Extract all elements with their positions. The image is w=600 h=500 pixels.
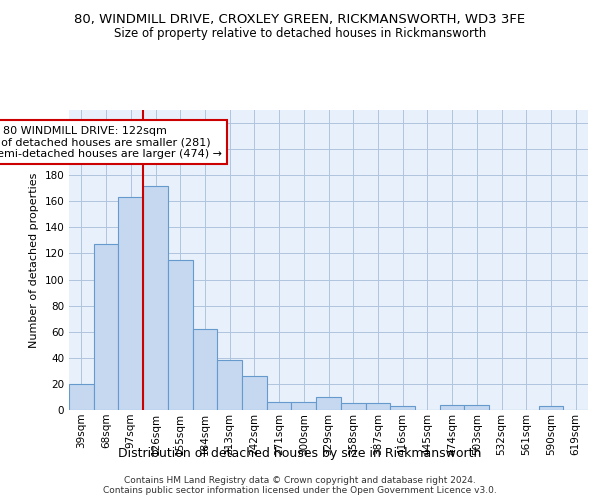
Bar (242, 376, 267, 410)
Bar (440, 405, 464, 410)
Y-axis label: Number of detached properties: Number of detached properties (29, 172, 39, 348)
Text: 80 WINDMILL DRIVE: 122sqm
← 37% of detached houses are smaller (281)
63% of semi: 80 WINDMILL DRIVE: 122sqm ← 37% of detac… (0, 126, 221, 159)
Bar (316, 397, 341, 410)
Bar (143, 186, 168, 410)
Bar (365, 404, 390, 410)
Bar (341, 404, 365, 410)
Text: Size of property relative to detached houses in Rickmansworth: Size of property relative to detached ho… (114, 28, 486, 40)
Text: Distribution of detached houses by size in Rickmansworth: Distribution of detached houses by size … (118, 448, 482, 460)
Bar (193, 329, 217, 410)
Bar (267, 402, 292, 410)
Bar (539, 406, 563, 410)
Bar (390, 406, 415, 410)
Text: 80, WINDMILL DRIVE, CROXLEY GREEN, RICKMANSWORTH, WD3 3FE: 80, WINDMILL DRIVE, CROXLEY GREEN, RICKM… (74, 12, 526, 26)
Bar (69, 384, 94, 410)
Bar (292, 402, 316, 410)
Bar (168, 260, 193, 410)
Bar (464, 405, 489, 410)
Bar (118, 198, 143, 410)
Text: Contains HM Land Registry data © Crown copyright and database right 2024.
Contai: Contains HM Land Registry data © Crown c… (103, 476, 497, 495)
Bar (217, 360, 242, 410)
Bar (94, 244, 118, 410)
